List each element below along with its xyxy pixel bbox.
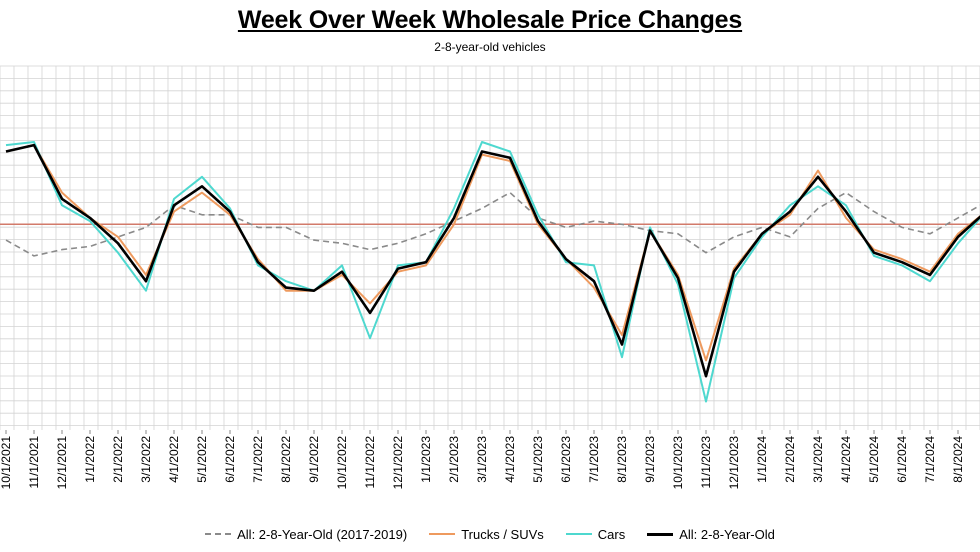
legend-item-all: All: 2-8-Year-Old xyxy=(647,527,775,542)
series-line-all xyxy=(5,143,980,378)
x-tick-label: 2/1/2023 xyxy=(447,436,461,483)
x-tick-label: 4/1/2023 xyxy=(503,436,517,483)
x-tick-label: 1/1/2023 xyxy=(419,436,433,483)
legend-label: Cars xyxy=(597,526,626,542)
x-tick-label: 3/1/2022 xyxy=(139,436,153,483)
x-tick-label: 10/1/2022 xyxy=(335,436,349,490)
x-tick-label: 7/1/2023 xyxy=(587,436,601,483)
legend-item-cars: Cars xyxy=(565,526,626,542)
legend-swatch-trucks xyxy=(429,533,456,535)
x-tick-label: 7/1/2024 xyxy=(923,436,937,483)
chart-subtitle: 2-8-year-old vehicles xyxy=(434,40,546,54)
x-tick-label: 11/1/2021 xyxy=(27,436,41,489)
x-tick-label: 9/1/2023 xyxy=(643,436,657,483)
x-tick-label: 4/1/2022 xyxy=(167,436,181,483)
x-tick-label: 4/1/2024 xyxy=(839,436,853,483)
x-tick-label: 5/1/2024 xyxy=(867,436,881,483)
x-tick-label: 7/1/2022 xyxy=(251,436,265,483)
series-line-hist xyxy=(5,191,980,257)
x-tick-label: 6/1/2023 xyxy=(559,436,573,483)
x-tick-label: 12/1/2023 xyxy=(727,436,741,490)
x-tick-label: 2/1/2024 xyxy=(783,436,797,483)
x-tick-label: 12/1/2021 xyxy=(55,436,69,490)
x-tick-label: 3/1/2024 xyxy=(811,436,825,483)
x-tick-label: 5/1/2023 xyxy=(531,436,545,483)
legend-label: All: 2-8-Year-Old xyxy=(679,526,775,542)
x-tick-label: 6/1/2022 xyxy=(223,436,237,483)
legend-item-hist: All: 2-8-Year-Old (2017-2019) xyxy=(205,527,407,542)
x-tick-label: 8/1/2022 xyxy=(279,436,293,483)
x-tick-label: 11/1/2023 xyxy=(699,436,713,489)
x-tick-label: 8/1/2024 xyxy=(951,436,965,483)
x-tick-label: 8/1/2023 xyxy=(615,436,629,483)
legend-swatch-all xyxy=(647,532,674,536)
x-tick-label: 6/1/2024 xyxy=(895,436,909,483)
x-tick-label: 9/1/2022 xyxy=(307,436,321,483)
x-tick-label: 1/1/2022 xyxy=(83,436,97,483)
legend-label: All: 2-8-Year-Old (2017-2019) xyxy=(237,526,408,542)
chart-legend: All: 2-8-Year-Old (2017-2019) Trucks / SU… xyxy=(0,524,980,544)
x-tick-label: 12/1/2022 xyxy=(391,436,405,490)
x-tick-label: 11/1/2022 xyxy=(363,436,377,489)
legend-swatch-hist xyxy=(205,533,232,535)
x-tick-label: 5/1/2022 xyxy=(195,436,209,483)
series-line-trucks xyxy=(5,144,980,362)
x-tick-label: 3/1/2023 xyxy=(475,436,489,483)
series-line-cars xyxy=(5,141,980,403)
chart-title: Week Over Week Wholesale Price Changes xyxy=(237,6,743,34)
x-tick-label: 1/1/2024 xyxy=(755,436,769,483)
x-tick-label: 10/1/2021 xyxy=(0,436,13,490)
x-tick-label: 2/1/2022 xyxy=(111,436,125,483)
legend-item-trucks: Trucks / SUVs xyxy=(429,527,544,542)
x-tick-label: 10/1/2023 xyxy=(671,436,685,490)
legend-swatch-cars xyxy=(565,533,592,535)
legend-label: Trucks / SUVs xyxy=(461,526,544,542)
